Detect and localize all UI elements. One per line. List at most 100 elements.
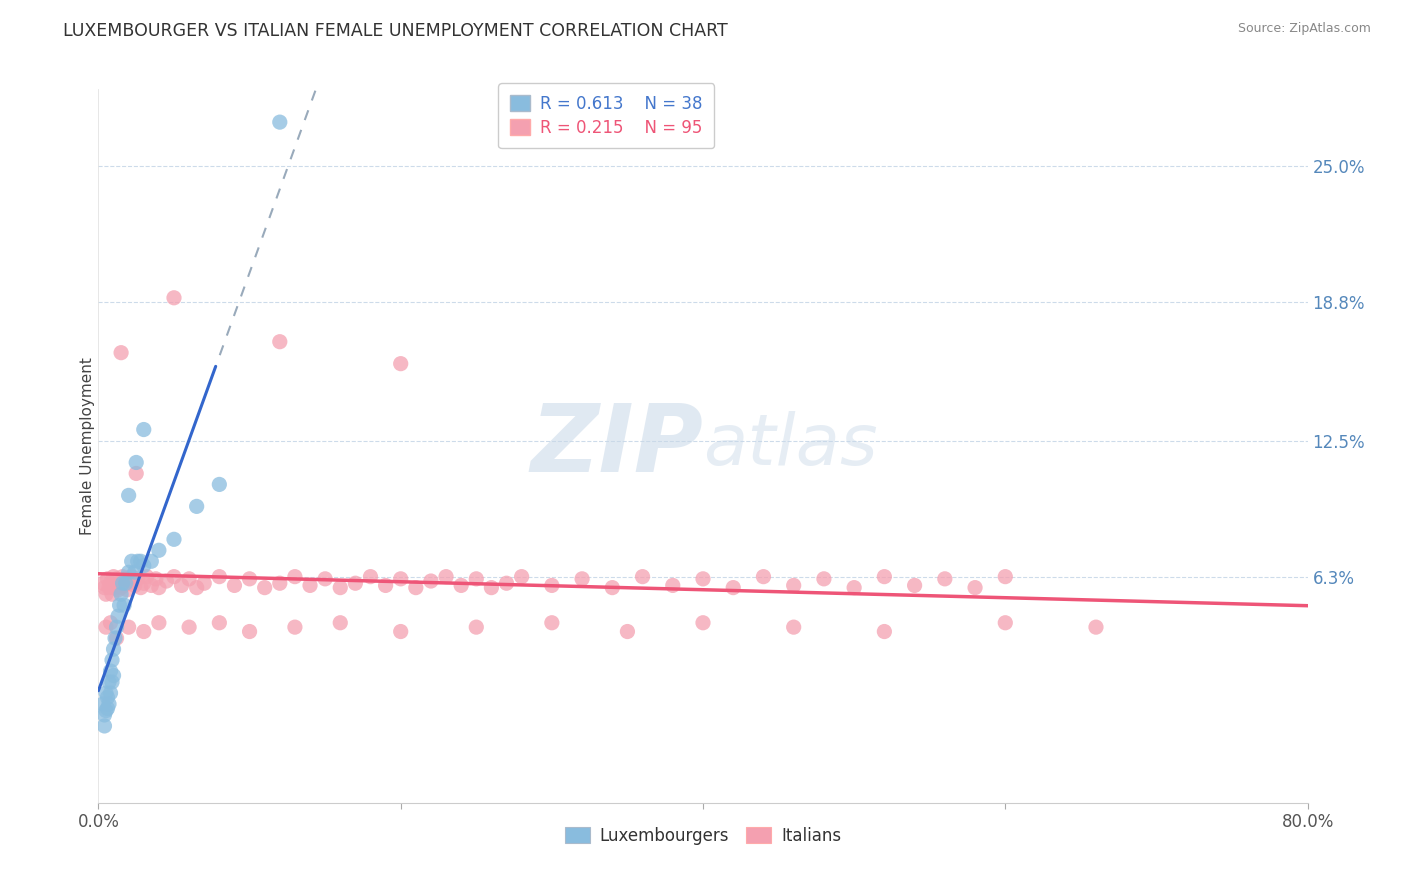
Point (98, 675, 121, 690)
Point (208, 615, 231, 630)
Point (329, 615, 352, 630)
Point (91, 697, 114, 711)
Point (104, 581, 127, 595)
Point (314, 572, 336, 586)
Point (170, 578, 193, 592)
Point (1085, 620, 1108, 634)
Text: Source: ZipAtlas.com: Source: ZipAtlas.com (1237, 22, 1371, 36)
Point (813, 572, 835, 586)
Point (112, 578, 135, 592)
Point (193, 576, 215, 591)
Point (121, 569, 143, 583)
Text: ZIP: ZIP (530, 400, 703, 492)
Point (114, 576, 136, 591)
Point (93, 708, 115, 723)
Point (101, 587, 124, 601)
Point (103, 642, 125, 657)
Point (239, 624, 262, 639)
Point (114, 572, 136, 586)
Point (115, 582, 138, 597)
Point (571, 572, 593, 586)
Point (374, 578, 396, 592)
Point (631, 569, 654, 583)
Point (112, 598, 135, 612)
Point (994, 615, 1017, 630)
Point (100, 615, 122, 630)
Point (253, 581, 276, 595)
Point (405, 581, 427, 595)
Point (94, 704, 117, 718)
Point (873, 624, 896, 639)
Point (103, 668, 125, 682)
Point (96, 690, 118, 705)
Point (96, 572, 118, 586)
Point (163, 569, 186, 583)
Point (994, 569, 1017, 583)
Point (118, 576, 141, 591)
Point (163, 533, 186, 547)
Point (510, 569, 533, 583)
Point (118, 566, 141, 580)
Legend: Luxembourgers, Italians: Luxembourgers, Italians (558, 821, 848, 852)
Point (127, 572, 149, 586)
Point (110, 581, 132, 595)
Point (186, 500, 208, 514)
Point (124, 578, 146, 592)
Point (111, 576, 134, 591)
Point (495, 576, 517, 591)
Point (434, 569, 457, 583)
Point (104, 631, 127, 645)
Point (723, 581, 745, 595)
Point (145, 572, 167, 586)
Point (481, 581, 503, 595)
Point (389, 572, 412, 586)
Point (179, 572, 201, 586)
Point (239, 572, 262, 586)
Point (389, 624, 412, 639)
Point (783, 620, 806, 634)
Point (148, 581, 170, 595)
Point (94, 587, 117, 601)
Point (269, 576, 291, 591)
Point (540, 615, 562, 630)
Point (208, 569, 231, 583)
Point (100, 576, 122, 591)
Point (692, 615, 714, 630)
Point (108, 576, 131, 591)
Point (132, 423, 155, 437)
Point (616, 624, 638, 639)
Point (93, 719, 115, 733)
Point (105, 620, 128, 634)
Text: LUXEMBOURGER VS ITALIAN FEMALE UNEMPLOYMENT CORRELATION CHART: LUXEMBOURGER VS ITALIAN FEMALE UNEMPLOYM… (63, 22, 728, 40)
Point (105, 572, 128, 586)
Point (752, 569, 775, 583)
Point (299, 578, 322, 592)
Point (121, 554, 143, 568)
Point (465, 572, 488, 586)
Point (269, 115, 291, 129)
Point (110, 345, 132, 359)
Point (284, 620, 307, 634)
Point (94, 686, 117, 700)
Point (103, 569, 125, 583)
Point (783, 578, 806, 592)
Point (108, 598, 131, 612)
Point (269, 334, 291, 349)
Point (284, 569, 307, 583)
Point (107, 582, 129, 597)
Point (91, 576, 114, 591)
Point (344, 576, 367, 591)
Point (100, 664, 122, 678)
Point (129, 581, 152, 595)
Point (96, 701, 118, 715)
Point (98, 581, 121, 595)
Point (132, 558, 155, 573)
Point (450, 578, 472, 592)
Point (329, 581, 352, 595)
Point (904, 578, 927, 592)
Point (127, 554, 149, 568)
Y-axis label: Female Unemployment: Female Unemployment (80, 357, 94, 535)
Point (155, 574, 177, 588)
Point (163, 291, 186, 305)
Point (186, 581, 208, 595)
